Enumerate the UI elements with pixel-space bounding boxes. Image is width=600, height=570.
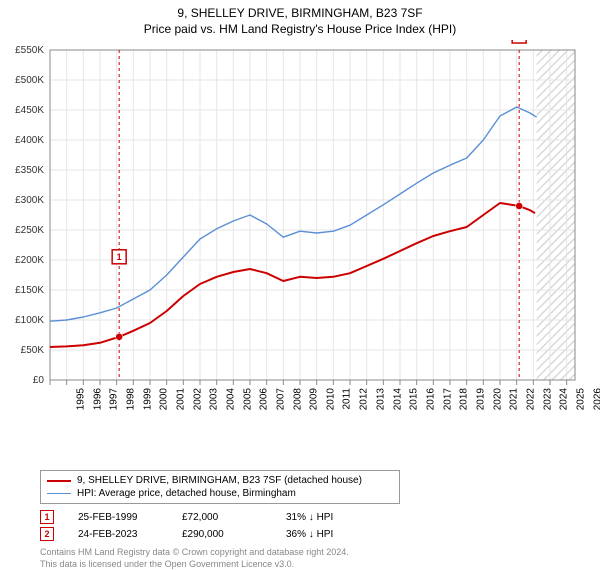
x-tick-label: 1998 [125, 388, 136, 410]
x-tick-label: 2020 [492, 388, 503, 410]
y-tick-label: £50K [21, 345, 45, 356]
data-row-price: £290,000 [182, 529, 262, 540]
x-tick-label: 1997 [109, 388, 120, 410]
chart-title: 9, SHELLEY DRIVE, BIRMINGHAM, B23 7SF [0, 6, 600, 20]
x-tick-label: 2000 [159, 388, 170, 410]
x-tick-label: 2023 [542, 388, 553, 410]
x-tick-label: 2014 [392, 388, 403, 410]
x-tick-label: 2025 [575, 388, 586, 410]
data-row-delta: 31% ↓ HPI [286, 512, 366, 523]
legend-swatch [47, 493, 71, 494]
y-tick-label: £100K [15, 315, 44, 326]
x-tick-label: 1996 [92, 388, 103, 410]
data-row-marker: 2 [40, 527, 54, 541]
y-tick-label: £550K [15, 45, 44, 56]
chart-svg: £0 £50K £100K £150K £200K £250K £300K £350K £400… [0, 40, 600, 420]
x-tick-label: 2018 [459, 388, 470, 410]
x-tick-label: 2017 [442, 388, 453, 410]
x-tick-label: 2006 [259, 388, 270, 410]
chart-area: £0 £50K £100K £150K £200K £250K £300K £350K £400… [0, 40, 600, 420]
y-tick-label: £400K [15, 135, 44, 146]
x-tick-label: 2004 [225, 388, 236, 410]
data-row: 2 24-FEB-2023 £290,000 36% ↓ HPI [40, 527, 600, 541]
legend-item: 9, SHELLEY DRIVE, BIRMINGHAM, B23 7SF (d… [47, 474, 393, 487]
legend-label: HPI: Average price, detached house, Birm… [77, 488, 296, 499]
x-tick-label: 2005 [242, 388, 253, 410]
license-text: Contains HM Land Registry data © Crown c… [40, 547, 600, 570]
chart-subtitle: Price paid vs. HM Land Registry's House … [0, 22, 600, 36]
legend-swatch [47, 480, 71, 482]
x-tick-label: 2026 [592, 388, 600, 410]
data-row-price: £72,000 [182, 512, 262, 523]
x-tick-label: 2009 [309, 388, 320, 410]
x-tick-label: 2008 [292, 388, 303, 410]
x-tick-label: 2015 [409, 388, 420, 410]
x-tick-label: 2011 [341, 388, 352, 410]
data-row: 1 25-FEB-1999 £72,000 31% ↓ HPI [40, 510, 600, 524]
data-row-marker: 1 [40, 510, 54, 524]
y-tick-label: £500K [15, 75, 44, 86]
x-tick-label: 2010 [325, 388, 336, 410]
license-line-1: Contains HM Land Registry data © Crown c… [40, 547, 600, 559]
data-row-date: 25-FEB-1999 [78, 512, 158, 523]
y-tick-label: £200K [15, 255, 44, 266]
x-tick-label: 2001 [175, 388, 186, 410]
x-tick-label: 2019 [475, 388, 486, 410]
license-line-2: This data is licensed under the Open Gov… [40, 559, 600, 570]
x-tick-label: 1999 [142, 388, 153, 410]
x-tick-label: 2024 [559, 388, 570, 410]
x-tick-label: 2003 [209, 388, 220, 410]
y-tick-label: £150K [15, 285, 44, 296]
x-tick-label: 2007 [275, 388, 286, 410]
legend-label: 9, SHELLEY DRIVE, BIRMINGHAM, B23 7SF (d… [77, 475, 362, 486]
marker-num-1: 1 [117, 252, 122, 262]
data-row-delta: 36% ↓ HPI [286, 529, 366, 540]
y-tick-label: £250K [15, 225, 44, 236]
x-tick-label: 2022 [525, 388, 536, 410]
x-tick-label: 2013 [375, 388, 386, 410]
x-tick-label: 2002 [192, 388, 203, 410]
y-tick-label: £350K [15, 165, 44, 176]
x-tick-label: 2012 [359, 388, 370, 410]
y-tick-label: £0 [33, 375, 45, 386]
x-tick-label: 1995 [75, 388, 86, 410]
x-tick-label: 2016 [425, 388, 436, 410]
marker-data-table: 1 25-FEB-1999 £72,000 31% ↓ HPI 2 24-FEB-2023… [40, 510, 600, 541]
data-row-date: 24-FEB-2023 [78, 529, 158, 540]
legend-item: HPI: Average price, detached house, Birm… [47, 487, 393, 500]
x-tick-label: 2021 [509, 388, 520, 410]
marker-num-2: 2 [517, 40, 522, 41]
y-tick-label: £450K [15, 105, 44, 116]
legend: 9, SHELLEY DRIVE, BIRMINGHAM, B23 7SF (d… [40, 470, 400, 504]
y-tick-label: £300K [15, 195, 44, 206]
